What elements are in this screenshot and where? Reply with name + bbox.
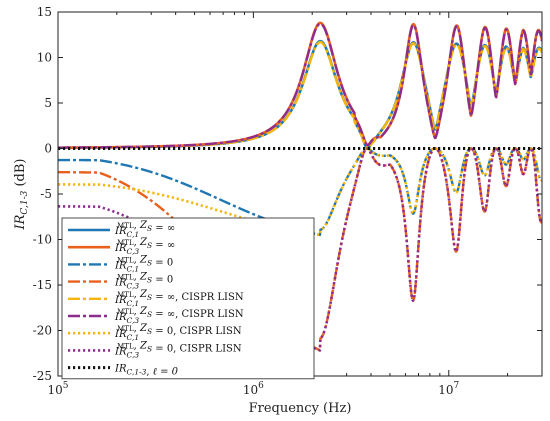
legend-entry-7: IRC,1MTL, ZS = 0, CISPR LISN [114, 323, 242, 342]
y-tick-label: 15 [37, 5, 52, 19]
y-tick-label: 10 [37, 51, 52, 65]
y-tick-label: -15 [33, 278, 52, 292]
y-axis-title-sub: C,1-3 [20, 190, 30, 214]
y-tick-label: 5 [44, 96, 52, 110]
legend-entry-1: IRC,1MTL, ZS = ∞ [114, 220, 175, 239]
x-tick-label: 106 [243, 381, 264, 397]
y-axis-title-main: IR [13, 214, 28, 230]
x-tick-label: 105 [47, 381, 68, 397]
legend: IRC,1MTL, ZS = ∞IRC,3MTL, ZS = ∞IRC,1MTL… [61, 217, 315, 380]
y-tick-label: -25 [33, 369, 52, 383]
y-axis-title: IRC,1-3 (dB) [13, 158, 30, 230]
y-tick-label: -20 [33, 324, 52, 338]
x-axis-title: Frequency (Hz) [249, 401, 352, 416]
series-line-6 [58, 22, 542, 149]
y-tick-label: 0 [44, 142, 52, 156]
y-tick-label: -10 [33, 233, 52, 247]
series-line-7 [58, 147, 542, 237]
legend-entry-8: IRC,3MTL, ZS = 0, CISPR LISN [114, 340, 242, 359]
legend-entry-2: IRC,3MTL, ZS = ∞ [114, 237, 175, 256]
y-axis-title-unit: (dB) [13, 158, 28, 190]
y-tick-label: -5 [40, 187, 52, 201]
legend-entry-3: IRC,1MTL, ZS = 0 [114, 254, 173, 273]
legend-entry-6: IRC,3MTL, ZS = ∞, CISPR LISN [114, 306, 244, 325]
legend-entry-9: IRC,1-3, ℓ = 0 [114, 364, 179, 378]
x-tick-label: 107 [438, 381, 459, 397]
legend-entry-5: IRC,1MTL, ZS = ∞, CISPR LISN [114, 289, 244, 308]
legend-entry-4: IRC,3MTL, ZS = 0 [114, 272, 173, 291]
